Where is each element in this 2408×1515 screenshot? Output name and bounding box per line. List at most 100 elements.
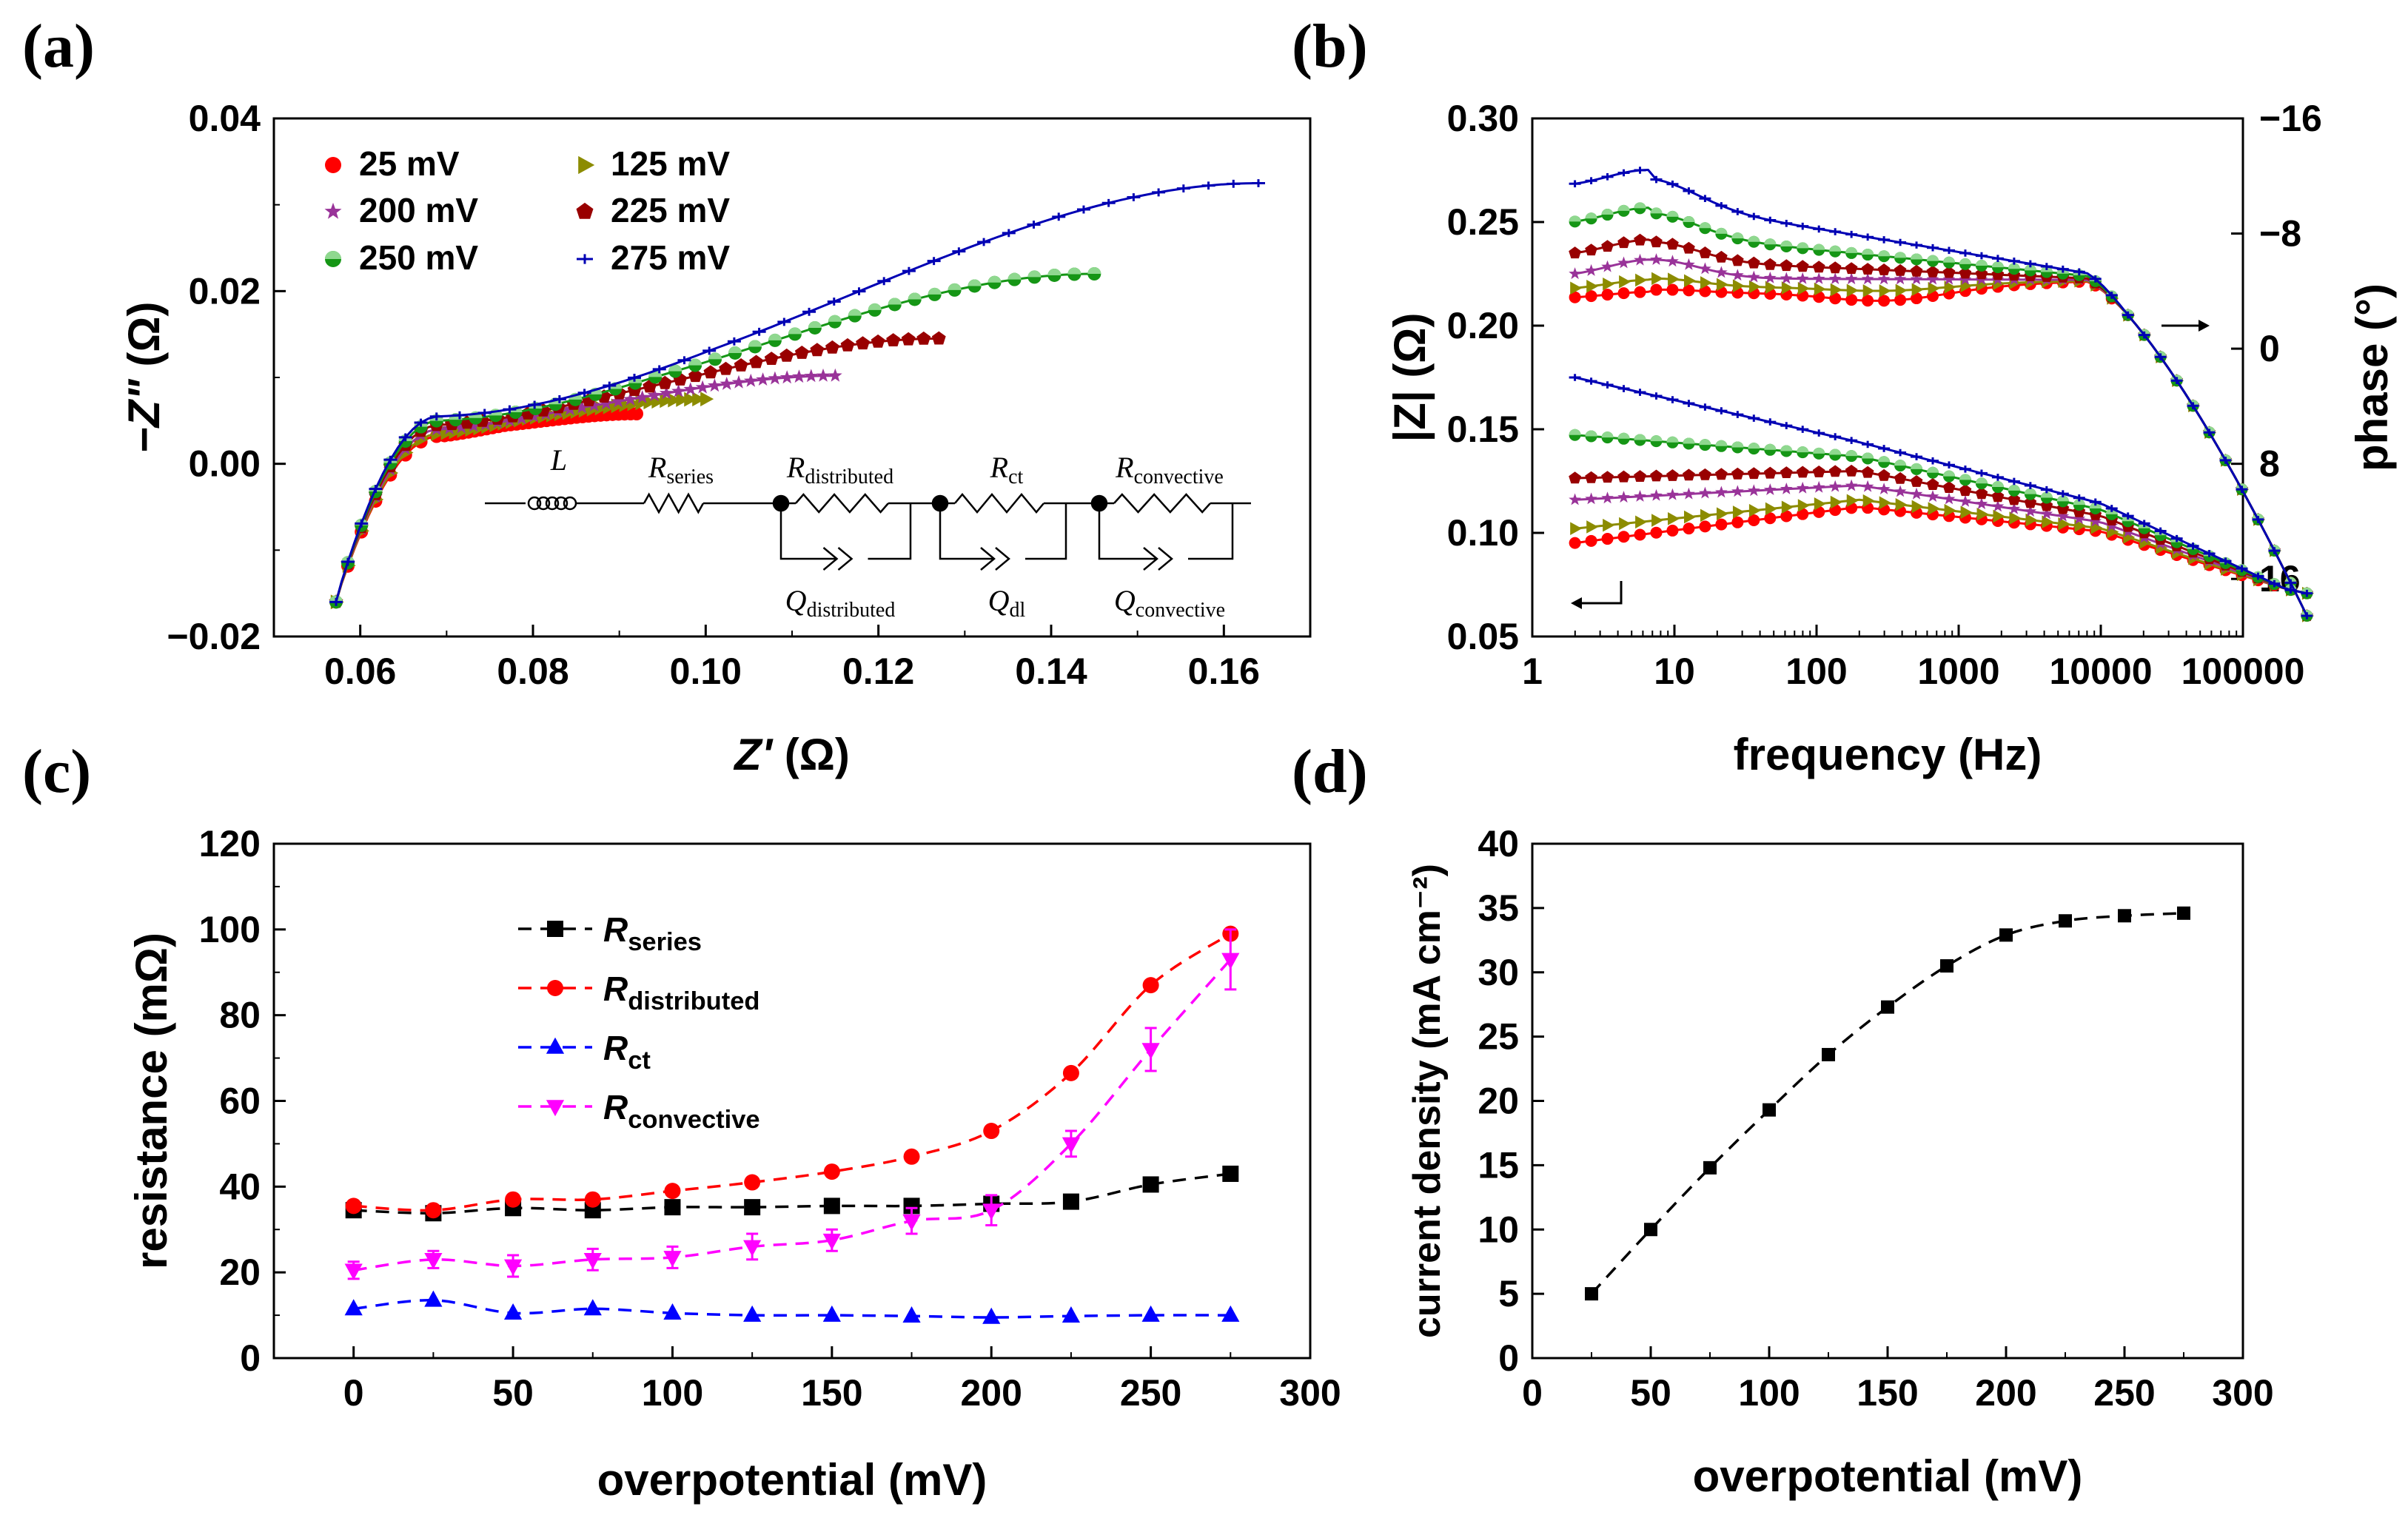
chart-b-phase-marker-0-24 (1764, 512, 1777, 525)
chart-b-phase-marker-4-50 (1975, 477, 1988, 490)
chart-b-phase-line-4 (1574, 434, 2307, 595)
chart-b-phase-marker-0-14 (1683, 523, 1695, 535)
chart-a-marker-3-48 (688, 369, 702, 383)
circuit-label-L-main: L (550, 443, 567, 477)
chart-b-z-marker-2-20 (1731, 269, 1744, 281)
chart-b-z-marker-5-40 (1894, 238, 1907, 246)
chart-a-marker-5-20 (503, 405, 517, 414)
chart-b-z-marker-1-4 (1603, 277, 1615, 291)
chart-b-phase-marker-4-40 (1894, 460, 1907, 472)
chart-a-legend-marker-4-half (325, 251, 341, 259)
chart-c-legend-label-1-main: R (603, 970, 628, 1008)
circuit-r-series (643, 492, 705, 514)
chart-b-phase-marker-4-26-half (1780, 445, 1793, 451)
chart-b-z-marker-0-38 (1878, 295, 1891, 307)
chart-a-legend: 25 mV 125 mV 200 mV 225 mV 250 mV 275 mV (324, 144, 730, 277)
chart-b-phase-marker-5-4 (1601, 381, 1614, 389)
chart-a-series-markers-5 (329, 179, 1265, 606)
chart-b-phase-marker-1-12 (1668, 512, 1680, 525)
chart-a-marker-5-56 (952, 247, 966, 255)
chart-b-phase-marker-5-44 (1927, 457, 1939, 465)
chart-c-marker-2-6 (822, 1305, 841, 1322)
chart-b-z-marker-5-4 (1601, 173, 1614, 181)
chart-b-z-marker-5-58 (2040, 263, 2053, 270)
chart-b-phase-marker-2-58 (2040, 507, 2053, 520)
circuit-label-r-series: Rseries (648, 451, 714, 488)
chart-b-z-marker-4-12 (1666, 210, 1679, 223)
chart-c-xtick-label-1: 50 (492, 1372, 534, 1414)
chart-a-marker-4-52-half (808, 320, 822, 328)
chart-b-phase-marker-5-50 (1975, 469, 1988, 477)
circuit-convective-cpe (1143, 547, 1173, 571)
chart-b-phase-marker-4-48 (1959, 474, 1971, 486)
chart-b-phase-marker-4-48-half (1959, 474, 1971, 480)
chart-a-marker-2-64 (731, 374, 746, 389)
chart-b-z-marker-1-12 (1668, 272, 1680, 286)
chart-a-legend-label-3: 225 mV (611, 191, 730, 229)
chart-a-marker-5-76 (1201, 181, 1215, 190)
chart-d-ytick-label-2: 10 (1478, 1209, 1519, 1250)
chart-b-phase-marker-3-36 (1861, 466, 1874, 478)
chart-b-phase-marker-2-32 (1828, 480, 1842, 492)
chart-b-z-marker-3-28 (1796, 260, 1809, 272)
chart-b-phase-marker-2-60 (2056, 509, 2070, 522)
chart-b-phase-marker-1-6 (1619, 517, 1631, 531)
chart-b-phase-marker-5-76 (2187, 542, 2199, 550)
chart-a-marker-3-64 (810, 343, 825, 357)
chart-b-phase-marker-5-82 (2236, 565, 2248, 573)
chart-b-phase-marker-5-40 (1894, 449, 1907, 457)
chart-b-phase-marker-2-62 (2073, 512, 2086, 525)
chart-a-marker-5-16 (452, 411, 466, 420)
chart-a-series-markers-1 (330, 392, 714, 610)
chart-b-z-marker-1-6 (1619, 275, 1631, 289)
chart-b-phase-marker-3-8 (1634, 470, 1646, 482)
chart-b-z-marker-1-20 (1732, 279, 1745, 293)
chart-a-marker-5-4 (355, 519, 369, 528)
chart-a-ytick-label-3: 0.04 (189, 98, 261, 139)
circuit-label-q-distributed-main: Q (785, 584, 807, 617)
chart-b-phase-marker-5-6 (1617, 385, 1630, 392)
circuit-inductor-coil (554, 496, 569, 511)
chart-b-phase-marker-4-58 (2040, 491, 2053, 504)
chart-b-phase-marker-4-16-half (1699, 439, 1711, 446)
chart-b-phase-marker-4-4-half (1601, 431, 1614, 438)
chart-b-z-marker-0-6 (1617, 287, 1630, 300)
chart-b-z-marker-3-0 (1569, 246, 1581, 259)
chart-b-z-marker-3-12 (1666, 238, 1679, 250)
chart-a-marker-2-52 (659, 386, 674, 400)
chart-d-ytick-label-1: 5 (1498, 1273, 1519, 1314)
chart-d-marker-9 (2118, 909, 2131, 923)
chart-a-marker-0-80 (630, 407, 643, 420)
chart-a-marker-3-76 (901, 332, 916, 346)
chart-b-z-marker-1-0 (1570, 281, 1583, 295)
chart-b-z-marker-1-14 (1684, 274, 1697, 288)
chart-b-z-marker-4-34 (1845, 246, 1858, 259)
chart-b-phase-marker-3-30 (1812, 466, 1825, 477)
chart-a-marker-4-64 (928, 287, 942, 301)
chart-b-phase-marker-5-30 (1813, 429, 1825, 437)
chart-b-z-marker-3-24 (1763, 258, 1777, 270)
chart-a-marker-2-70 (768, 371, 782, 385)
chart-c-legend-label-3-main: R (603, 1088, 628, 1126)
panel-label-c: (c) (22, 737, 91, 806)
chart-a-marker-5-8 (383, 455, 398, 464)
chart-a-marker-5-74 (1176, 184, 1190, 193)
chart-b-phase-marker-2-14 (1683, 487, 1695, 500)
chart-b-z-marker-3-6 (1617, 236, 1630, 249)
chart-a-marker-2-20 (466, 418, 480, 432)
chart-b-phase-marker-4-32 (1829, 449, 1842, 461)
chart-c-marker-2-8 (982, 1307, 1001, 1324)
chart-b-z-marker-5-22 (1748, 212, 1760, 221)
chart-c-legend-label-3-sub: convective (628, 1106, 759, 1134)
chart-a-marker-4-78-half (1067, 267, 1081, 275)
chart-b-z-marker-3-42 (1910, 264, 1923, 277)
chart-b-phase-marker-1-2 (1586, 520, 1599, 534)
chart-b-z-marker-4-12-half (1666, 210, 1679, 217)
chart-a-marker-4-50 (788, 327, 802, 341)
chart-d-marker-1 (1644, 1223, 1657, 1237)
chart-c-marker-2-3 (583, 1299, 602, 1316)
chart-b-phase-marker-5-28 (1797, 426, 1809, 433)
chart-b-phase-marker-4-58-half (2040, 491, 2053, 498)
chart-c-marker-1-9 (1062, 1064, 1079, 1081)
chart-d-line (1590, 912, 2184, 1295)
